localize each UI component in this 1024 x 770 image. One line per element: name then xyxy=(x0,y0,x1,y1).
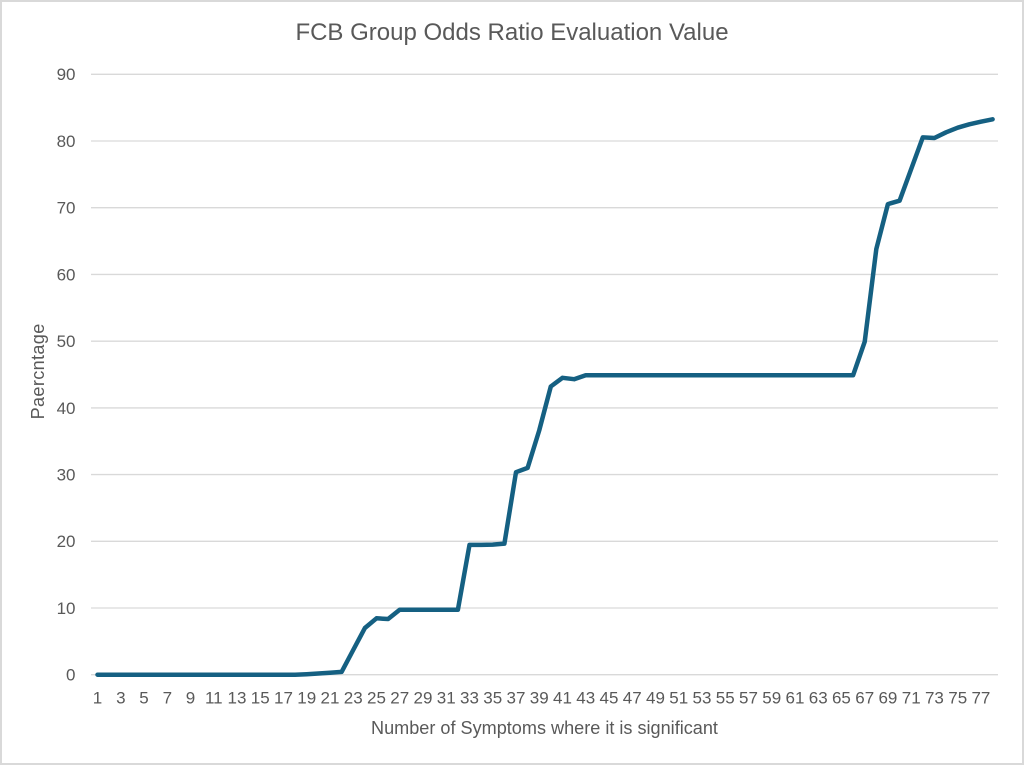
svg-text:29: 29 xyxy=(414,689,433,708)
svg-text:47: 47 xyxy=(623,689,642,708)
svg-text:71: 71 xyxy=(902,689,921,708)
svg-text:40: 40 xyxy=(57,399,76,418)
svg-text:33: 33 xyxy=(460,689,479,708)
svg-text:1: 1 xyxy=(93,689,102,708)
svg-text:41: 41 xyxy=(553,689,572,708)
svg-text:43: 43 xyxy=(576,689,595,708)
svg-text:Number of Symptoms where it is: Number of Symptoms where it is significa… xyxy=(371,718,718,738)
svg-text:80: 80 xyxy=(57,132,76,151)
svg-text:Paercntage: Paercntage xyxy=(28,323,48,419)
svg-text:21: 21 xyxy=(321,689,340,708)
svg-text:17: 17 xyxy=(274,689,293,708)
svg-text:55: 55 xyxy=(716,689,735,708)
svg-text:50: 50 xyxy=(57,332,76,351)
svg-text:69: 69 xyxy=(878,689,897,708)
svg-text:25: 25 xyxy=(367,689,386,708)
svg-text:70: 70 xyxy=(57,199,76,218)
svg-text:39: 39 xyxy=(530,689,549,708)
svg-text:67: 67 xyxy=(855,689,874,708)
svg-text:11: 11 xyxy=(205,689,223,708)
svg-text:60: 60 xyxy=(57,265,76,284)
svg-text:53: 53 xyxy=(693,689,712,708)
svg-text:59: 59 xyxy=(762,689,781,708)
svg-text:3: 3 xyxy=(116,689,125,708)
svg-text:9: 9 xyxy=(186,689,195,708)
svg-text:FCB Group Odds Ratio Evaluatio: FCB Group Odds Ratio Evaluation Value xyxy=(295,19,728,46)
svg-text:0: 0 xyxy=(66,666,75,685)
svg-text:65: 65 xyxy=(832,689,851,708)
svg-text:23: 23 xyxy=(344,689,363,708)
svg-text:7: 7 xyxy=(163,689,172,708)
svg-text:35: 35 xyxy=(483,689,502,708)
svg-text:20: 20 xyxy=(57,532,76,551)
svg-text:90: 90 xyxy=(57,65,76,84)
svg-text:63: 63 xyxy=(809,689,828,708)
svg-text:19: 19 xyxy=(297,689,316,708)
svg-text:45: 45 xyxy=(600,689,619,708)
svg-text:57: 57 xyxy=(739,689,758,708)
svg-text:77: 77 xyxy=(971,689,990,708)
svg-text:15: 15 xyxy=(251,689,270,708)
svg-text:73: 73 xyxy=(925,689,944,708)
svg-text:37: 37 xyxy=(507,689,526,708)
svg-text:51: 51 xyxy=(669,689,688,708)
svg-text:27: 27 xyxy=(390,689,409,708)
svg-text:75: 75 xyxy=(948,689,967,708)
svg-text:13: 13 xyxy=(228,689,247,708)
svg-text:49: 49 xyxy=(646,689,665,708)
svg-text:10: 10 xyxy=(57,599,76,618)
svg-text:30: 30 xyxy=(57,466,76,485)
svg-text:31: 31 xyxy=(437,689,456,708)
svg-text:61: 61 xyxy=(786,689,805,708)
svg-text:5: 5 xyxy=(139,689,148,708)
